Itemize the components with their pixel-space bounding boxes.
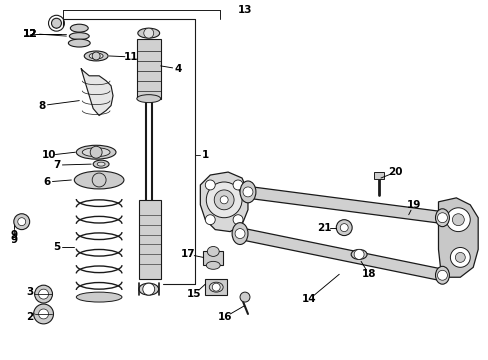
Text: 3: 3 xyxy=(26,287,33,297)
Circle shape xyxy=(353,249,364,260)
Text: 19: 19 xyxy=(406,200,420,210)
Circle shape xyxy=(451,214,463,226)
Circle shape xyxy=(205,180,215,190)
Text: 10: 10 xyxy=(42,150,57,160)
Circle shape xyxy=(34,304,53,324)
Ellipse shape xyxy=(76,145,116,159)
Ellipse shape xyxy=(84,51,108,61)
Circle shape xyxy=(336,220,351,235)
Circle shape xyxy=(233,215,243,225)
Text: 5: 5 xyxy=(53,243,60,252)
Ellipse shape xyxy=(68,39,90,47)
Circle shape xyxy=(39,309,48,319)
Circle shape xyxy=(143,28,153,38)
Text: 17: 17 xyxy=(181,249,195,260)
Text: 8: 8 xyxy=(38,100,45,111)
Bar xyxy=(203,251,223,265)
Circle shape xyxy=(340,224,347,231)
Circle shape xyxy=(14,214,30,230)
Polygon shape xyxy=(81,69,113,116)
Circle shape xyxy=(39,289,48,299)
Text: 12: 12 xyxy=(22,29,37,39)
Ellipse shape xyxy=(206,261,220,269)
Circle shape xyxy=(206,182,242,218)
Circle shape xyxy=(142,283,154,295)
Circle shape xyxy=(446,208,469,231)
Ellipse shape xyxy=(240,181,255,203)
Bar xyxy=(137,39,161,99)
Text: 13: 13 xyxy=(237,5,252,15)
Bar xyxy=(139,200,161,279)
Circle shape xyxy=(90,146,102,158)
Text: 7: 7 xyxy=(53,160,60,170)
Polygon shape xyxy=(200,172,247,231)
Ellipse shape xyxy=(138,28,160,38)
Circle shape xyxy=(92,173,106,187)
Circle shape xyxy=(212,283,220,291)
Ellipse shape xyxy=(93,160,109,168)
Ellipse shape xyxy=(74,171,123,189)
Text: 9: 9 xyxy=(10,230,17,239)
Text: 14: 14 xyxy=(302,294,316,304)
Bar xyxy=(373,172,383,179)
Text: 11: 11 xyxy=(123,52,138,62)
Text: 4: 4 xyxy=(175,64,182,74)
Text: 16: 16 xyxy=(218,312,232,322)
Text: 2: 2 xyxy=(26,312,33,322)
Circle shape xyxy=(454,252,464,262)
Circle shape xyxy=(214,190,234,210)
Circle shape xyxy=(18,218,26,226)
Ellipse shape xyxy=(70,24,88,32)
Ellipse shape xyxy=(435,266,448,284)
Bar xyxy=(205,279,226,295)
Ellipse shape xyxy=(89,53,103,59)
Ellipse shape xyxy=(350,249,366,260)
Ellipse shape xyxy=(82,148,110,157)
Polygon shape xyxy=(240,228,443,281)
Circle shape xyxy=(235,229,244,239)
Circle shape xyxy=(240,292,249,302)
Ellipse shape xyxy=(435,209,448,227)
Circle shape xyxy=(205,215,215,225)
Ellipse shape xyxy=(232,223,247,244)
Circle shape xyxy=(220,196,228,204)
Ellipse shape xyxy=(76,292,122,302)
Circle shape xyxy=(35,285,52,303)
Circle shape xyxy=(437,270,447,280)
Polygon shape xyxy=(244,186,443,224)
Ellipse shape xyxy=(209,282,223,292)
Text: 21: 21 xyxy=(317,222,331,233)
Ellipse shape xyxy=(137,95,161,103)
Ellipse shape xyxy=(97,162,105,166)
Ellipse shape xyxy=(207,247,219,256)
Polygon shape xyxy=(438,198,477,277)
Text: 18: 18 xyxy=(361,269,375,279)
Circle shape xyxy=(92,52,100,60)
Text: 12: 12 xyxy=(22,29,37,39)
Circle shape xyxy=(243,187,252,197)
Text: 1: 1 xyxy=(201,150,208,160)
Text: 20: 20 xyxy=(388,167,402,177)
Circle shape xyxy=(437,213,447,223)
Ellipse shape xyxy=(139,283,158,295)
Text: 12: 12 xyxy=(22,29,37,39)
Circle shape xyxy=(51,18,61,28)
Text: 6: 6 xyxy=(43,177,50,187)
Text: 15: 15 xyxy=(187,289,201,299)
Ellipse shape xyxy=(69,33,89,40)
Circle shape xyxy=(233,180,243,190)
Circle shape xyxy=(449,247,469,267)
Text: 9: 9 xyxy=(10,234,17,244)
